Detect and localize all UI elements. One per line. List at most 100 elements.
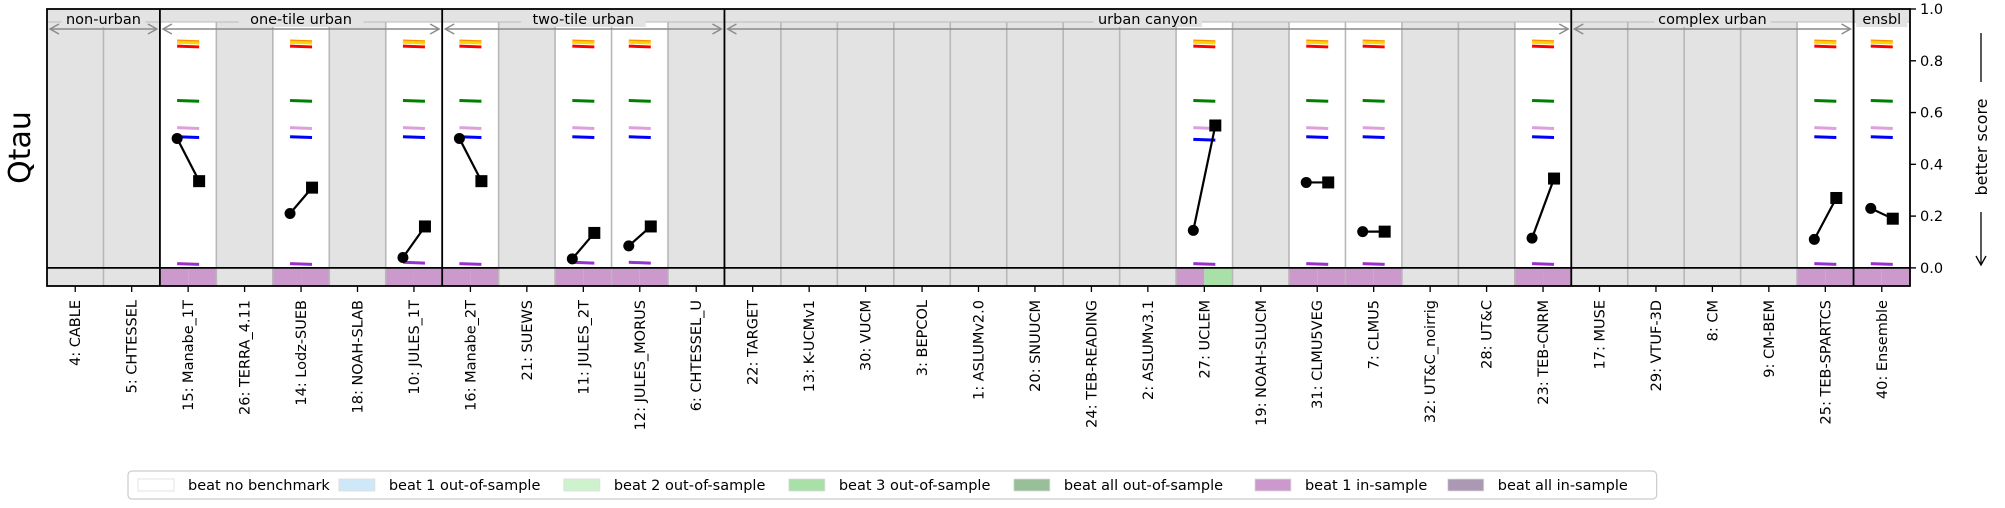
benchmark-line xyxy=(572,135,595,140)
strip-cell xyxy=(1373,267,1402,286)
column-background xyxy=(1853,9,1910,286)
x-axis-tick-label: 20: SNUUCM xyxy=(1028,300,1044,392)
score-circle-marker xyxy=(1357,226,1369,238)
x-axis-tick-label: 12: JULES_MORUS xyxy=(633,300,649,430)
column-background xyxy=(1345,9,1402,286)
benchmark-line xyxy=(1193,40,1216,45)
y-axis-tick-label: 0.8 xyxy=(1920,54,1943,70)
x-axis-tick-label: 32: UT&C_noirrig xyxy=(1423,300,1439,423)
column-background xyxy=(1289,9,1346,286)
strip-cell xyxy=(301,267,330,286)
strip-cell xyxy=(583,267,612,286)
legend-label: beat no benchmark xyxy=(188,478,330,494)
benchmark-line xyxy=(1306,99,1329,103)
strip-cell xyxy=(1289,267,1318,286)
benchmark-line xyxy=(1193,44,1216,49)
score-square-marker xyxy=(1209,119,1222,132)
x-axis-tick-label: 21: SUEWS xyxy=(520,300,536,380)
benchmark-line xyxy=(628,260,651,265)
x-axis-tick-label: 28: UT&C xyxy=(1480,300,1496,369)
group-arrow-head-left xyxy=(1572,23,1584,35)
benchmark-line xyxy=(1362,262,1385,266)
benchmark-line xyxy=(289,262,313,266)
group-label: complex urban xyxy=(1658,12,1767,28)
benchmark-line xyxy=(1306,40,1329,45)
column-background xyxy=(1006,9,1064,286)
benchmark-line xyxy=(1814,126,1837,130)
benchmark-line xyxy=(1193,99,1216,103)
strip-cell xyxy=(1797,267,1826,286)
benchmark-line xyxy=(459,40,482,45)
column-background xyxy=(272,9,330,286)
score-square-marker xyxy=(644,220,657,233)
score-circle-marker xyxy=(1808,233,1820,245)
benchmark-line xyxy=(1870,99,1893,103)
column-background xyxy=(216,9,273,286)
x-axis-tick-label: 31: CLMU5VEG xyxy=(1310,300,1326,409)
x-axis-tick-label: 5: CHTESSEL xyxy=(125,300,141,393)
score-circle-marker xyxy=(566,253,578,265)
benchmark-line xyxy=(402,44,426,49)
benchmark-line xyxy=(1362,135,1385,140)
score-connector xyxy=(176,137,201,182)
strip-cell xyxy=(1176,267,1205,286)
column-background xyxy=(1571,9,1628,286)
benchmark-line xyxy=(402,260,426,265)
x-axis-tick-label: 4: CABLE xyxy=(68,300,84,366)
score-connector xyxy=(458,137,483,182)
better-score-label-background xyxy=(1971,82,1991,212)
x-axis-tick-label: 23: TEB-CNRM xyxy=(1536,300,1552,405)
score-circle-marker xyxy=(171,132,183,144)
benchmark-line xyxy=(459,99,482,103)
benchmark-line xyxy=(459,126,482,130)
x-axis-tick-label: 7: CLMU5 xyxy=(1367,300,1383,369)
x-axis-tick-label: 9: CM-BEM xyxy=(1762,300,1778,378)
benchmark-line xyxy=(1814,262,1837,266)
benchmark-line xyxy=(1814,40,1837,45)
score-square-marker xyxy=(418,220,431,233)
group-arrow-head-left xyxy=(443,23,455,35)
benchmark-line xyxy=(1362,99,1385,103)
better-score-label: better score xyxy=(1972,98,1991,195)
benchmark-line xyxy=(1306,135,1329,140)
strip-cell xyxy=(442,267,471,286)
score-circle-marker xyxy=(623,240,635,252)
group-label-background xyxy=(1856,10,1908,27)
group-arrow-head-right xyxy=(712,23,723,35)
column-background xyxy=(1176,9,1233,286)
strip-cell xyxy=(555,267,584,286)
column-background xyxy=(103,9,160,286)
benchmark-line xyxy=(628,44,651,49)
strip-cell xyxy=(1543,267,1572,286)
score-connector xyxy=(1531,178,1556,239)
benchmark-line xyxy=(289,99,313,103)
legend-label: beat 2 out-of-sample xyxy=(614,478,766,494)
group-arrow-head-right xyxy=(1558,23,1570,35)
legend-swatch xyxy=(137,478,175,492)
group-label-background xyxy=(1093,10,1203,27)
column-background xyxy=(1797,9,1854,286)
strip-cell xyxy=(1345,267,1374,286)
column-background xyxy=(837,9,894,286)
column-background xyxy=(159,9,217,286)
score-connector xyxy=(1192,125,1217,231)
strip-cell xyxy=(1204,267,1233,286)
benchmark-line xyxy=(1306,262,1329,266)
strip-cell xyxy=(272,267,302,286)
x-axis-tick-label: 40: Ensemble xyxy=(1875,300,1891,399)
y-axis-tick-label: 0.0 xyxy=(1920,261,1943,277)
legend-label: beat all out-of-sample xyxy=(1064,478,1223,494)
benchmark-line xyxy=(1531,262,1555,266)
x-axis-tick-label: 30: VUCM xyxy=(859,300,875,371)
column-background xyxy=(442,9,499,286)
x-axis-tick-label: 10: JULES_1T xyxy=(407,300,423,395)
group-label-background xyxy=(1654,10,1771,27)
benchmark-line xyxy=(289,44,313,49)
group-label-background xyxy=(238,10,364,27)
strip-cell xyxy=(413,267,443,286)
benchmark-line xyxy=(1362,126,1385,130)
column-background xyxy=(950,9,1007,286)
benchmark-line xyxy=(402,40,426,45)
